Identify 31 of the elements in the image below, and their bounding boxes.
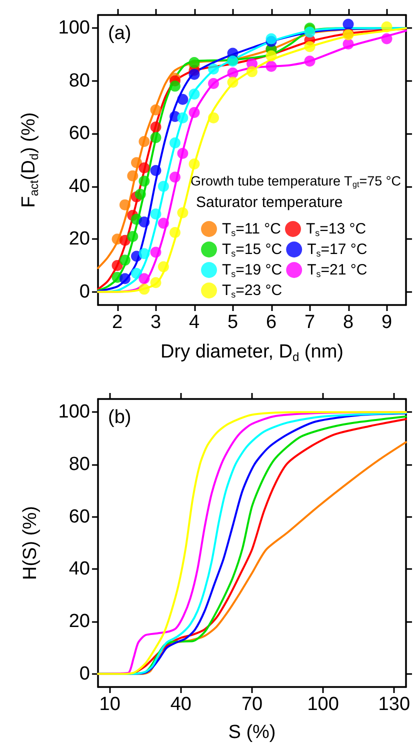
y-tick-label: 0 (79, 281, 90, 302)
y-tick-label: 80 (68, 70, 90, 92)
y-tick-label: 80 (68, 454, 90, 475)
x-axis-title: S (%) (228, 722, 276, 743)
x-tick-label: 4 (188, 312, 200, 333)
x-tick-label: 8 (342, 312, 354, 333)
y-tick-label: 40 (68, 176, 90, 197)
x-tick-label: 70 (241, 694, 263, 715)
y-tick-label: 100 (58, 402, 90, 423)
y-tick-label: 100 (58, 18, 90, 39)
y-tick-label: 60 (68, 506, 90, 528)
x-tick-label: 2 (112, 312, 123, 333)
x-tick-label: 10 (99, 694, 120, 715)
y-tick-label: 20 (68, 228, 90, 250)
y-axis-title: Fact(Dd) (%) (18, 112, 41, 208)
x-tick-label: 40 (170, 694, 192, 715)
x-tick-label: 100 (307, 694, 339, 715)
chart-title: (a) (108, 23, 132, 44)
y-axis-title: H(S) (%) (20, 506, 41, 580)
legend-title: Saturator temperature (196, 194, 343, 211)
y-tick-label: 20 (68, 611, 90, 632)
chart-title: (b) (108, 407, 132, 428)
y-tick-label: 40 (68, 558, 90, 580)
x-tick-label: 3 (150, 312, 162, 333)
x-tick-label: 7 (304, 312, 316, 333)
x-tick-label: 6 (266, 312, 277, 333)
y-tick-label: 60 (68, 123, 90, 144)
x-tick-label: 5 (227, 312, 238, 333)
y-tick-label: 0 (79, 663, 90, 684)
x-tick-label: 9 (381, 312, 392, 333)
x-tick-label: 130 (378, 694, 410, 715)
